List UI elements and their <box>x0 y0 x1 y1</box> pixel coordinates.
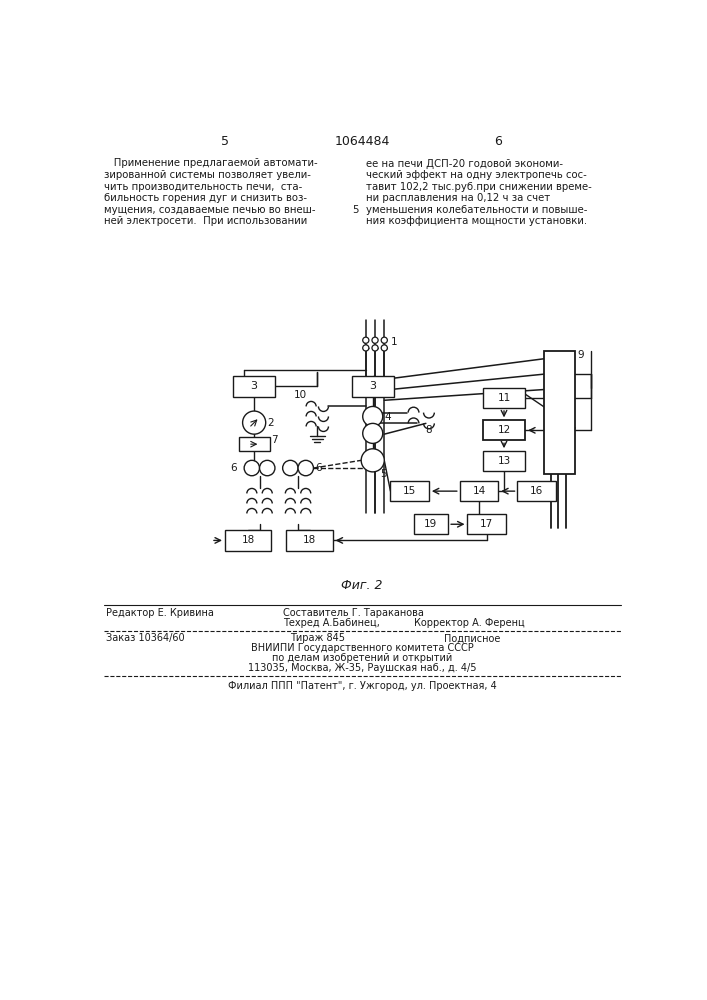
Text: 10: 10 <box>294 390 308 400</box>
Circle shape <box>259 460 275 476</box>
Text: 18: 18 <box>241 535 255 545</box>
Bar <box>460 481 498 501</box>
Circle shape <box>363 423 382 443</box>
Text: 12: 12 <box>498 425 510 435</box>
Text: мущения, создаваемые печью во внеш-: мущения, создаваемые печью во внеш- <box>104 205 315 215</box>
Text: 19: 19 <box>424 519 438 529</box>
Text: 2: 2 <box>267 418 274 428</box>
Text: 6: 6 <box>230 463 237 473</box>
Text: 16: 16 <box>530 486 544 496</box>
Text: Редактор Е. Кривина: Редактор Е. Кривина <box>105 608 214 618</box>
Text: ней электросети.  При использовании: ней электросети. При использовании <box>104 216 308 226</box>
Text: чить производительность печи,  ста-: чить производительность печи, ста- <box>104 182 303 192</box>
Circle shape <box>363 337 369 343</box>
Bar <box>414 514 448 534</box>
Text: бильность горения дуг и снизить воз-: бильность горения дуг и снизить воз- <box>104 193 307 203</box>
Text: Техред А.Бабинец,: Техред А.Бабинец, <box>283 618 380 628</box>
Text: ВНИИПИ Государственного комитета СССР: ВНИИПИ Государственного комитета СССР <box>250 643 473 653</box>
Circle shape <box>244 460 259 476</box>
Bar <box>286 530 333 551</box>
Text: тавит 102,2 тыс.руб.при снижении време-: тавит 102,2 тыс.руб.при снижении време- <box>366 182 592 192</box>
Text: 4: 4 <box>385 412 391 422</box>
Bar <box>225 530 271 551</box>
Text: Применение предлагаемой автомати-: Применение предлагаемой автомати- <box>104 158 317 168</box>
Text: 5: 5 <box>380 469 387 479</box>
Bar <box>518 481 556 501</box>
Text: 1: 1 <box>390 337 397 347</box>
Circle shape <box>361 449 385 472</box>
Circle shape <box>372 345 378 351</box>
Text: 5: 5 <box>221 135 229 148</box>
Bar <box>467 514 506 534</box>
Circle shape <box>283 460 298 476</box>
Bar <box>483 420 525 440</box>
Text: ее на печи ДСП-20 годовой экономи-: ее на печи ДСП-20 годовой экономи- <box>366 158 563 169</box>
Text: 9: 9 <box>578 350 584 360</box>
Bar <box>483 451 525 471</box>
Text: 8: 8 <box>425 425 432 435</box>
Text: Фиг. 2: Фиг. 2 <box>341 579 382 592</box>
Bar <box>352 376 395 397</box>
Circle shape <box>243 411 266 434</box>
Text: 1064484: 1064484 <box>334 135 390 148</box>
Text: 14: 14 <box>472 486 486 496</box>
Text: Составитель Г. Тараканова: Составитель Г. Тараканова <box>283 608 423 618</box>
Text: Подписное: Подписное <box>444 633 501 643</box>
Text: 15: 15 <box>403 486 416 496</box>
Text: ческий эффект на одну электропечь сос-: ческий эффект на одну электропечь сос- <box>366 170 587 180</box>
Text: 113035, Москва, Ж-35, Раушская наб., д. 4/5: 113035, Москва, Ж-35, Раушская наб., д. … <box>247 663 477 673</box>
Text: Заказ 10364/60: Заказ 10364/60 <box>105 633 184 643</box>
Circle shape <box>363 406 382 426</box>
Circle shape <box>381 345 387 351</box>
Bar <box>233 376 275 397</box>
Text: по делам изобретений и открытий: по делам изобретений и открытий <box>271 653 452 663</box>
Text: ния коэффициента мощности установки.: ния коэффициента мощности установки. <box>366 216 587 226</box>
Bar <box>483 388 525 408</box>
Circle shape <box>363 345 369 351</box>
Text: 3: 3 <box>370 381 377 391</box>
Text: 18: 18 <box>303 535 316 545</box>
Text: Корректор А. Ференц: Корректор А. Ференц <box>414 618 525 628</box>
Text: 6: 6 <box>315 463 322 473</box>
Circle shape <box>372 337 378 343</box>
Bar <box>544 351 575 474</box>
Text: 11: 11 <box>498 393 510 403</box>
Text: зированной системы позволяет увели-: зированной системы позволяет увели- <box>104 170 311 180</box>
Text: 13: 13 <box>498 456 510 466</box>
Text: 3: 3 <box>250 381 257 391</box>
Bar <box>239 437 269 451</box>
Circle shape <box>298 460 313 476</box>
Text: 6: 6 <box>494 135 502 148</box>
Text: уменьшения колебательности и повыше-: уменьшения колебательности и повыше- <box>366 205 588 215</box>
Text: Тираж 845: Тираж 845 <box>291 633 345 643</box>
Bar <box>390 481 429 501</box>
Circle shape <box>381 337 387 343</box>
Text: 17: 17 <box>480 519 493 529</box>
Text: 7: 7 <box>271 435 278 445</box>
Text: Филиал ППП "Патент", г. Ужгород, ул. Проектная, 4: Филиал ППП "Патент", г. Ужгород, ул. Про… <box>228 681 496 691</box>
Text: ни расплавления на 0,12 ч за счет: ни расплавления на 0,12 ч за счет <box>366 193 550 203</box>
Text: 5: 5 <box>352 205 359 215</box>
